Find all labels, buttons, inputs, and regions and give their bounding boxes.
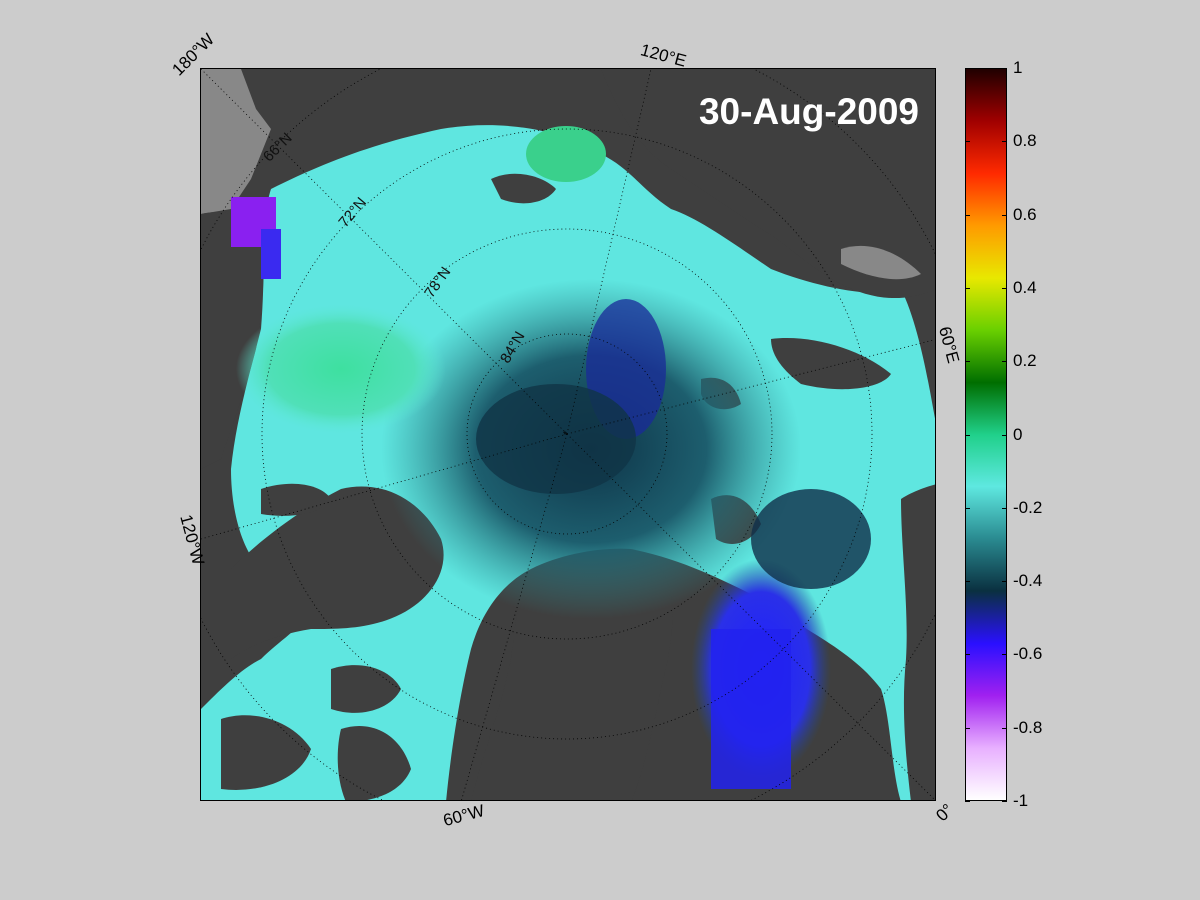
colorbar: [965, 68, 1007, 801]
lon-label-60e: 60°E: [935, 324, 963, 366]
lon-label-60w: 60°W: [441, 800, 487, 831]
colorbar-tick-mark: [1002, 434, 1007, 436]
greenland: [471, 559, 673, 800]
colorbar-tick-mark: [965, 434, 970, 436]
colorbar-tick-label: -0.2: [1013, 497, 1043, 517]
archipelago-island: [331, 665, 401, 713]
novaya-zemlya: [771, 338, 891, 390]
blue-anomaly-core: [711, 629, 791, 789]
colorbar-tick-label: 1: [1013, 58, 1023, 77]
colorbar-tick-mark: [965, 68, 970, 69]
colorbar-tick-mark: [965, 141, 970, 143]
colorbar-tick-mark: [1002, 727, 1007, 729]
colorbar-tick-mark: [1002, 214, 1007, 216]
colorbar-tick-mark: [965, 654, 970, 656]
dark-core: [476, 384, 636, 494]
green-anomaly-laptev: [526, 126, 606, 182]
colorbar-tick-label: -1: [1013, 791, 1029, 810]
purple-anomaly-edge: [261, 229, 281, 279]
polar-map: * 30-Aug-2009 66°N 72°N 78°N 84°N: [200, 68, 936, 801]
colorbar-tick-label: 0: [1013, 424, 1023, 444]
archipelago-island: [261, 483, 331, 516]
missing-data-region: [201, 69, 271, 214]
colorbar-tick-mark: [1002, 581, 1007, 583]
colorbar-tick-label: 0.8: [1013, 131, 1037, 151]
colorbar-tick-label: 0.6: [1013, 204, 1037, 224]
colorbar-tick-mark: [965, 727, 970, 729]
colorbar-tick-label: -0.8: [1013, 717, 1043, 737]
colorbar-tick-mark: [1002, 654, 1007, 656]
scandinavia: [901, 484, 935, 800]
taymyr-inlet: [841, 245, 921, 280]
colorbar-tick-mark: [965, 287, 970, 289]
dark-barents: [751, 489, 871, 589]
colorbar-tick-label: -0.6: [1013, 644, 1043, 664]
alaska: [201, 212, 264, 469]
date-label: 30-Aug-2009: [698, 91, 919, 132]
polar-stereographic-map: *: [201, 69, 935, 800]
colorbar-tick-mark: [965, 361, 970, 363]
graticule: [201, 69, 935, 800]
colorbar-tick-mark: [1002, 801, 1007, 802]
green-anomaly-beaufort: [236, 304, 446, 434]
siberia-coast: [601, 69, 935, 298]
new-siberian-islands: [491, 173, 556, 204]
north-pole-marker: *: [563, 430, 567, 441]
lon-label-120e: 120°E: [638, 40, 689, 71]
colorbar-tick-mark: [965, 581, 970, 583]
colorbar-tick-mark: [1002, 287, 1007, 289]
canadian-archipelago: [231, 486, 444, 659]
colorbar-tick-mark: [965, 507, 970, 509]
colorbar-tick-label: -0.4: [1013, 571, 1043, 591]
archipelago-island: [221, 715, 311, 790]
colorbar-tick-label: 0.4: [1013, 277, 1037, 297]
colorbar-tick-mark: [1002, 68, 1007, 69]
colorbar-tick-mark: [1002, 507, 1007, 509]
colorbar-tick-mark: [965, 214, 970, 216]
colorbar-tick-mark: [965, 801, 970, 802]
colorbar-tick-mark: [1002, 141, 1007, 143]
archipelago-island: [337, 725, 411, 800]
colorbar-tick-label: 0.2: [1013, 351, 1037, 371]
lon-label-0: 0°: [932, 800, 958, 826]
colorbar-tick-mark: [1002, 361, 1007, 363]
